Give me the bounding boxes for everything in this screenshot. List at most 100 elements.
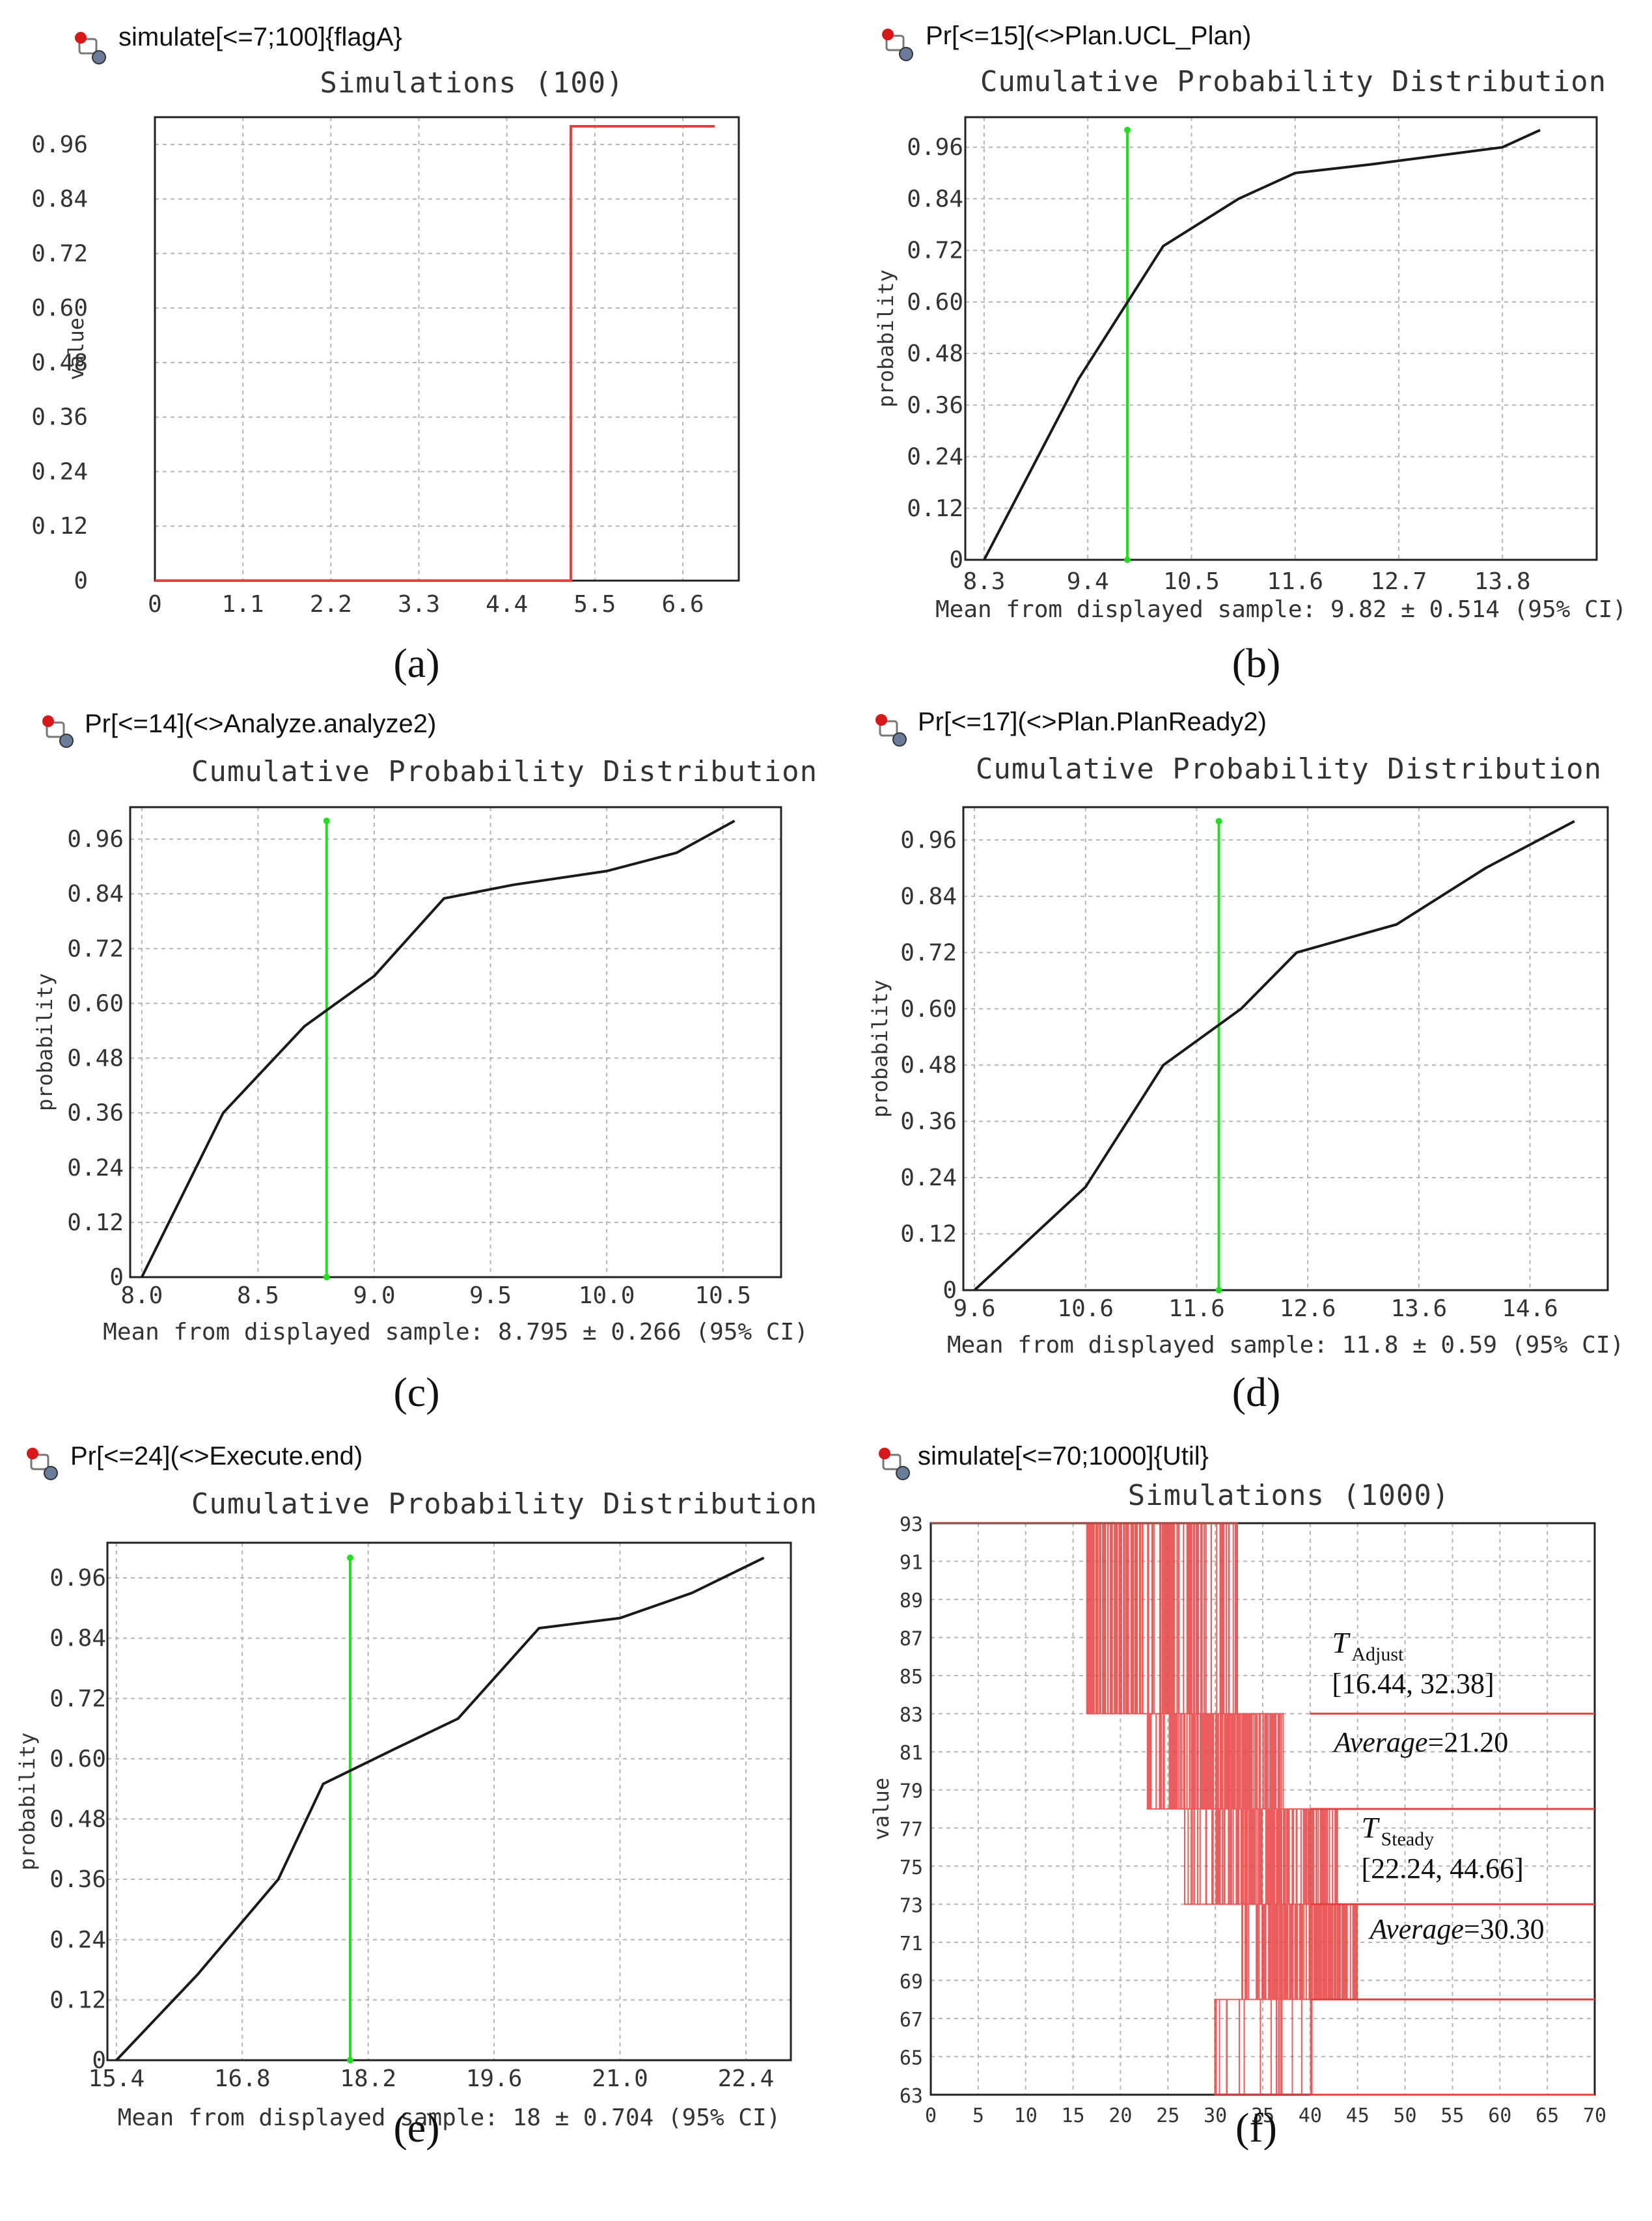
mean-marker-bottom (347, 2057, 354, 2063)
y-tick-label: 65 (900, 2047, 923, 2069)
annotation-average-value: =30.30 (1464, 1913, 1545, 1945)
x-tick-label: 1.1 (222, 591, 264, 618)
x-tick-label: 3.3 (398, 591, 440, 618)
y-tick-label: 0.96 (31, 131, 88, 158)
x-tick-label: 25 (1156, 2104, 1179, 2127)
icon-blue-dot (899, 47, 913, 61)
x-tick-label: 11.6 (1168, 1295, 1225, 1322)
series-line-cdf (115, 1556, 765, 2062)
x-tick-label: 45 (1346, 2104, 1370, 2127)
y-tick-label: 0 (92, 2047, 106, 2074)
y-tick-label: 0.84 (907, 186, 963, 212)
x-tick-label: 9.4 (1067, 568, 1109, 595)
y-axis-label: probability (33, 973, 57, 1111)
x-tick-label: 2.2 (310, 591, 352, 618)
x-tick-label: 5 (972, 2104, 984, 2127)
y-tick-label: 0.72 (900, 939, 957, 966)
query-result-icon (75, 32, 106, 64)
x-tick-label: 10.6 (1057, 1295, 1114, 1322)
x-tick-label: 0 (148, 591, 162, 618)
y-tick-label: 0 (943, 1277, 957, 1304)
y-tick-label: 77 (900, 1818, 923, 1841)
icon-red-dot (875, 714, 887, 726)
x-tick-label: 70 (1583, 2104, 1606, 2127)
y-tick-label: 0.24 (900, 1165, 957, 1191)
mean-marker-top (323, 818, 330, 825)
series-line-cdf (973, 820, 1575, 1291)
x-tick-label: 9.5 (469, 1282, 512, 1309)
x-tick-label: 5.5 (573, 591, 616, 618)
query-result-icon (42, 715, 74, 748)
x-tick-label: 18.2 (340, 2065, 396, 2092)
chart-panel-c: Pr[<=14](<>Analyze.analyze2) Cumulative P… (33, 710, 818, 1415)
x-axis-label: Mean from displayed sample: 18 ± 0.704 (… (118, 2104, 781, 2131)
x-tick-label: 55 (1440, 2104, 1464, 2127)
mean-marker-bottom (1124, 557, 1131, 563)
x-axis-label: Mean from displayed sample: 9.82 ± 0.514… (935, 596, 1627, 623)
y-tick-label: 93 (900, 1513, 923, 1536)
y-tick-label: 85 (900, 1666, 923, 1689)
icon-frame (885, 34, 905, 51)
y-tick-label: 0.72 (31, 240, 88, 267)
query-result-icon (879, 1448, 910, 1480)
plot-frame (964, 116, 1598, 561)
y-tick-label: 0.96 (49, 1565, 106, 1592)
y-tick-label: 79 (900, 1780, 923, 1803)
y-tick-label: 0 (949, 547, 963, 573)
icon-frame (879, 720, 898, 737)
y-tick-label: 0.24 (67, 1155, 124, 1181)
x-tick-label: 9.6 (954, 1295, 996, 1322)
x-tick-label: 19.6 (466, 2065, 523, 2092)
y-tick-label: 0.96 (907, 134, 963, 161)
x-tick-label: 12.6 (1280, 1295, 1336, 1322)
x-tick-label: 16.8 (214, 2065, 271, 2092)
x-tick-label: 22.4 (718, 2065, 775, 2092)
icon-frame (78, 38, 98, 55)
query-text: Pr[<=14](<>Analyze.analyze2) (85, 710, 436, 738)
query-result-icon (882, 29, 913, 61)
plot-frame (962, 806, 1609, 1291)
y-tick-label: 63 (900, 2085, 923, 2108)
annotation-average-label: Average (1332, 1726, 1427, 1758)
mean-marker-bottom (323, 1274, 330, 1280)
x-tick-label: 35 (1251, 2104, 1274, 2127)
annotation-average: Average=21.20 (1332, 1726, 1508, 1758)
icon-red-dot (879, 1448, 890, 1459)
x-tick-label: 10 (1014, 2104, 1038, 2127)
y-tick-label: 69 (900, 1970, 923, 1993)
y-tick-label: 0.60 (900, 996, 957, 1023)
x-tick-label: 50 (1394, 2104, 1417, 2127)
x-tick-label: 65 (1535, 2104, 1559, 2127)
y-tick-label: 0.36 (900, 1109, 957, 1135)
y-tick-label: 0.96 (900, 827, 957, 853)
annotation-average-label: Average (1368, 1913, 1464, 1945)
y-tick-label: 83 (900, 1704, 923, 1727)
x-tick-label: 15 (1062, 2104, 1085, 2127)
x-tick-label: 4.4 (486, 591, 528, 618)
panel-label: (c) (393, 1369, 439, 1415)
x-tick-label: 10.5 (695, 1282, 751, 1309)
y-tick-label: 0.84 (67, 881, 124, 907)
chart-title: Cumulative Probability Distribution (191, 1487, 818, 1521)
y-tick-label: 87 (900, 1628, 923, 1651)
simulation-trace-bundle (931, 1523, 1595, 2095)
icon-blue-dot (59, 734, 74, 748)
x-tick-label: 60 (1488, 2104, 1511, 2127)
query-text: Pr[<=17](<>Plan.PlanReady2) (918, 708, 1267, 736)
y-axis-label: value (869, 1778, 894, 1840)
query-result-icon (27, 1448, 58, 1480)
series-line-cdf (983, 128, 1541, 560)
y-tick-label: 71 (900, 1933, 923, 1955)
annotation-steady: T Steady [22.24, 44.66] Average=30.30 (1362, 1811, 1545, 1945)
series-line-flagA (155, 124, 715, 582)
annotation-subscript: Steady (1381, 1828, 1435, 1850)
x-tick-label: 12.7 (1371, 568, 1427, 595)
query-result-icon (875, 714, 907, 747)
chart-title: Cumulative Probability Distribution (191, 755, 818, 788)
y-tick-label: 0.12 (49, 1987, 106, 2013)
y-tick-label: 0.36 (67, 1100, 124, 1127)
x-tick-label: 9.0 (353, 1282, 395, 1309)
y-tick-label: 0.12 (67, 1209, 124, 1236)
panel-label: (b) (1232, 640, 1281, 686)
